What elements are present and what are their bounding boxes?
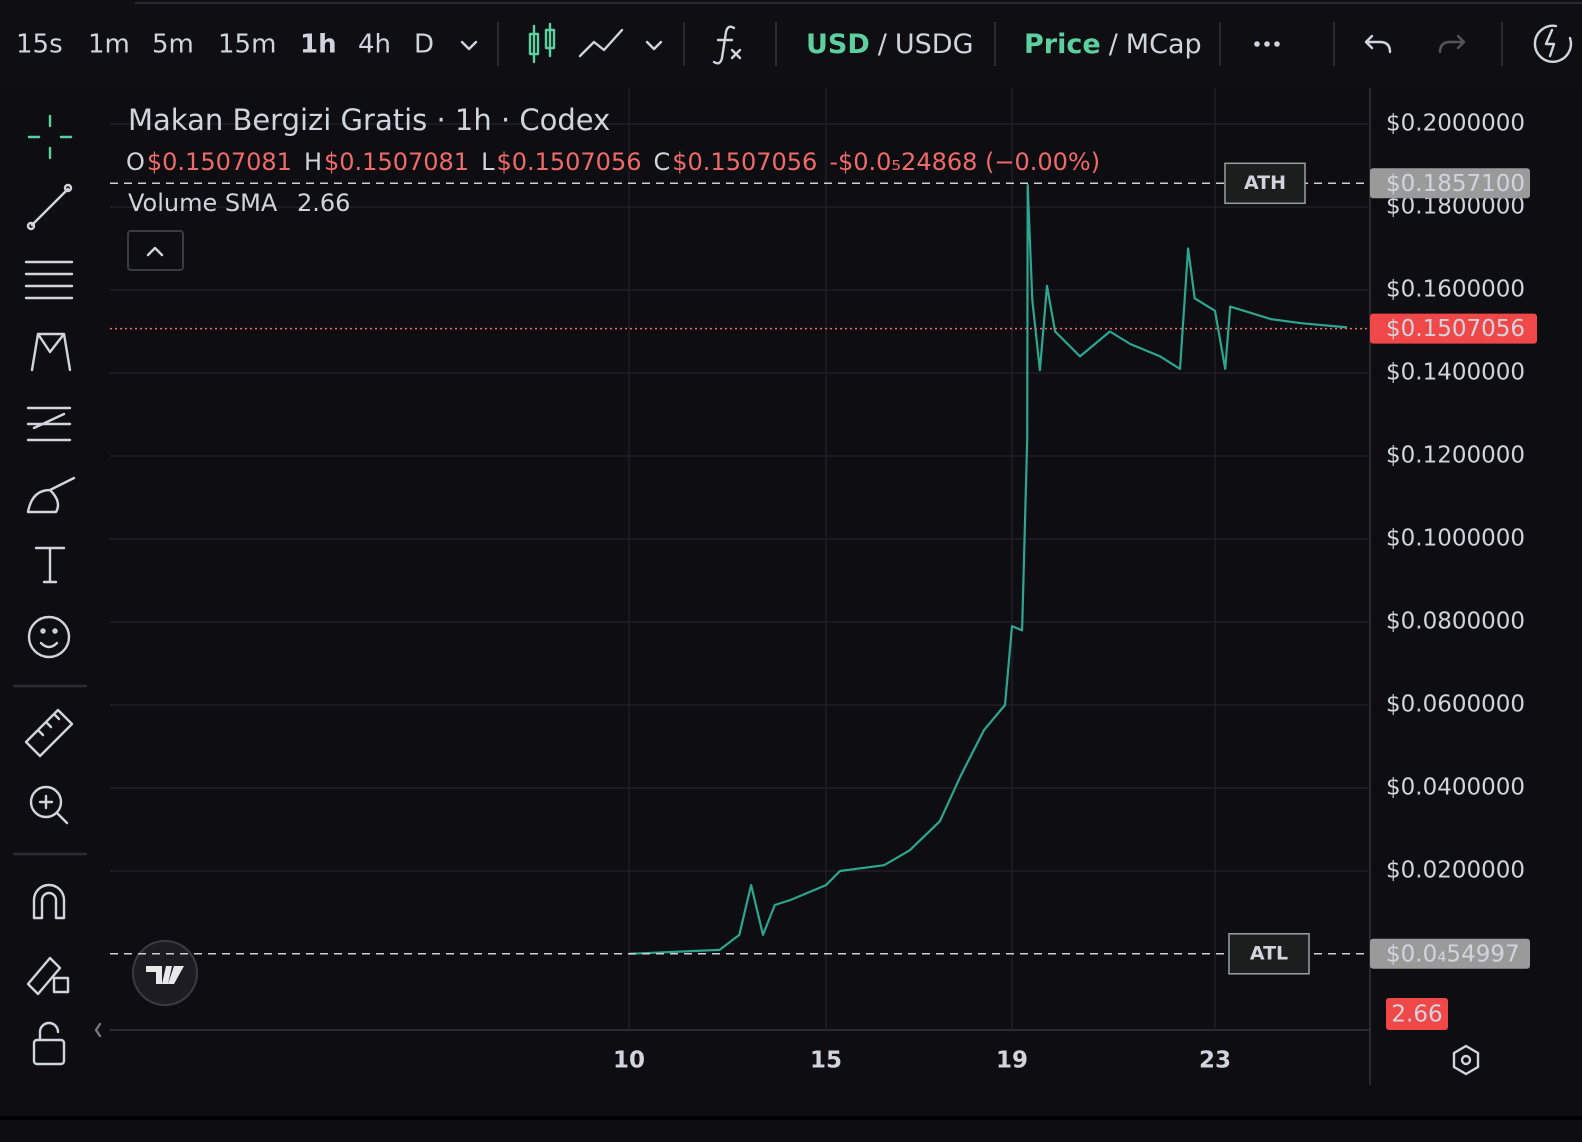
y-tick-label: $0.1400000 [1386,360,1525,386]
interval-button[interactable]: 1h [300,30,337,60]
y-tick-label: $0.0800000 [1386,609,1525,635]
pattern-tool[interactable] [30,332,72,372]
metric-separator: / [1109,29,1119,60]
ohlc-value: $0.1507056 [672,148,817,176]
volume-label-box [1386,998,1448,1030]
ohlc-key: L [481,148,495,176]
indicator-name: Volume SMA [128,189,278,217]
undo-button[interactable] [1364,34,1392,54]
tag-box [1224,162,1306,205]
fib-tool[interactable] [24,260,74,300]
toolbar-items: 15s 1m 5m 15m 1h 4h D USD / USDG Price / MCap [16,29,1202,60]
interval-button[interactable]: 1m [88,30,130,60]
metric-toggle[interactable]: Price / MCap [1024,29,1202,60]
candles-icon[interactable] [528,22,556,64]
interval-button[interactable]: 4h [358,30,391,60]
chart-type-dropdown[interactable] [645,40,663,51]
ohlc-key: O [126,148,145,176]
interval-button[interactable]: 15s [16,30,63,60]
x-tick-label: 19 [996,1048,1028,1074]
indicators-icon[interactable] [712,25,742,65]
volume-label: 2.66 [1391,1002,1442,1028]
more-button[interactable] [1254,41,1280,47]
settings-button[interactable] [1452,1044,1480,1076]
y-tick-label: $0.2000000 [1386,111,1525,137]
ohlc-key: C [654,148,671,176]
brush-tool[interactable] [26,476,76,514]
crosshair-tool[interactable] [27,114,73,160]
tag-label: ATH [1244,172,1286,194]
text-tool[interactable] [34,546,66,584]
interval-button[interactable]: 5m [152,30,194,60]
currency-primary: USD [806,29,870,60]
y-tick-label: $0.1600000 [1386,277,1525,303]
x-tick-label: 10 [613,1048,645,1074]
left-toolbar [12,114,88,1120]
trendline-tool[interactable] [26,183,73,231]
plot: $0.1857100 ATH $0.1507056 $0.0₄54997 ATL 2.66 [110,162,1537,1030]
line-icon[interactable] [578,28,624,58]
currency-secondary: USDG [895,29,974,60]
price-label: $0.1857100 [1386,171,1525,197]
ohlc-row: O$0.1507081 H$0.1507081 L$0.1507056 C$0.150… [126,148,1100,176]
interval-dropdown[interactable] [460,40,478,51]
metric-secondary: MCap [1126,29,1202,60]
magnet-tool[interactable] [32,883,66,920]
ohlc-value: $0.1507056 [496,148,641,176]
legend-toggle[interactable] [127,230,184,271]
emoji-tool[interactable] [27,615,71,659]
replay-button[interactable] [1533,24,1573,63]
tag-box [1228,933,1310,975]
interval-button[interactable]: 15m [218,30,276,60]
legend: Makan Bergizi Gratis · 1h · CodexO$0.150… [126,103,1100,217]
price-line [628,183,1348,955]
lock-tool[interactable] [32,1021,66,1066]
indicator-value: 2.66 [297,189,350,217]
chart-title: Makan Bergizi Gratis · 1h · Codex [128,103,610,137]
redo-button[interactable] [1438,34,1466,54]
ohlc-key: H [304,148,322,176]
top-toolbar [0,0,1582,88]
collapse-arrow[interactable] [94,1022,102,1038]
lock-drawings-tool[interactable] [26,956,70,996]
ohlc-value: $0.1507081 [324,148,469,176]
bottom-bar [0,1085,1582,1142]
y-tick-label: $0.1200000 [1386,443,1525,469]
ruler-tool[interactable] [24,708,74,758]
tradingview-mark [146,966,184,984]
zoom-tool[interactable] [29,785,69,825]
price-label: $0.0₄54997 [1386,941,1520,967]
prediction-tool[interactable] [26,406,72,442]
x-tick-label: 23 [1199,1048,1231,1074]
legend-toggle-arrow [146,246,164,257]
currency-toggle[interactable]: USD / USDG [806,29,974,60]
ohlc-value: $0.1507081 [147,148,292,176]
x-tick-label: 15 [810,1048,842,1074]
grid: $0.2000000$0.1800000$0.1600000$0.1400000… [110,88,1525,1074]
y-tick-label: $0.0200000 [1386,858,1525,884]
metric-primary: Price [1024,29,1101,60]
price-label-box [1370,313,1537,344]
y-tick-label: $0.1000000 [1386,526,1525,552]
currency-separator: / [878,29,888,60]
y-tick-label: $0.0400000 [1386,775,1525,801]
price-label-box [1370,938,1530,969]
price-label-box [1370,168,1530,199]
price-label: $0.1507056 [1386,316,1525,342]
tag-label: ATL [1250,942,1288,964]
y-tick-label: $0.0600000 [1386,692,1525,718]
interval-button[interactable]: D [414,30,434,60]
change: -$0.0₅24868 (−0.00%) [829,148,1100,176]
